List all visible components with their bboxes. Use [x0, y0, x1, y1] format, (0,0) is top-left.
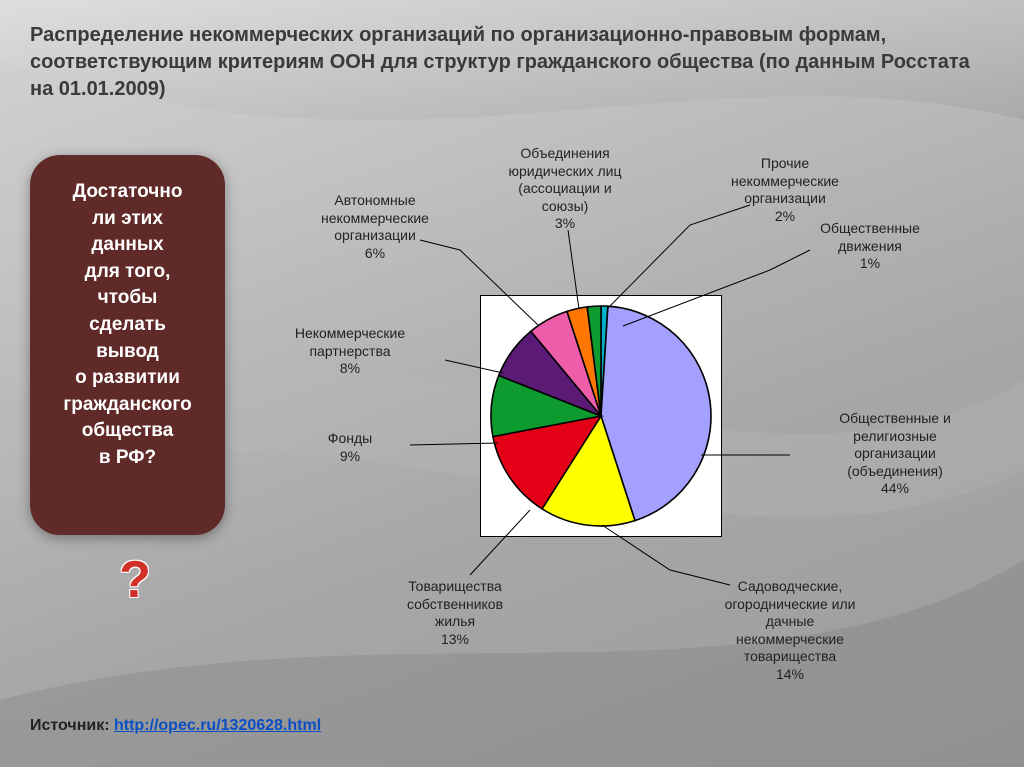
pie-label: Садоводческие,огороднические илидачныене… [680, 578, 900, 683]
source-citation: Источник: http://opec.ru/1320628.html [30, 717, 321, 735]
source-link[interactable]: http://opec.ru/1320628.html [114, 717, 321, 734]
pie-label: Прочиенекоммерческиеорганизации2% [690, 155, 880, 225]
pie-label: Товариществасобственниковжилья13% [365, 578, 545, 648]
source-label: Источник: [30, 717, 110, 734]
slide: Распределение некоммерческих организаций… [0, 0, 1024, 767]
pie-label: Некоммерческиепартнерства8% [250, 325, 450, 378]
pie-chart-area: Общественныедвижения1% Общественные ирели… [250, 130, 1000, 700]
question-mark-icon: ? [100, 545, 170, 615]
slide-title: Распределение некоммерческих организаций… [30, 22, 994, 103]
question-callout: Достаточноли этихданныхдля того,чтобысде… [30, 155, 225, 535]
pie-label: Общественные ирелигиозныеорганизации(объ… [795, 410, 995, 498]
pie-label: Фонды9% [290, 430, 410, 465]
pie-chart [481, 296, 721, 536]
pie-label: Автономныенекоммерческиеорганизации6% [275, 192, 475, 262]
pie-chart-box [480, 295, 722, 537]
callout-text: Достаточноли этихданныхдля того,чтобысде… [42, 179, 213, 472]
pie-label: Общественныедвижения1% [790, 220, 950, 273]
pie-label: Объединенияюридических лиц(ассоциации ис… [465, 145, 665, 233]
